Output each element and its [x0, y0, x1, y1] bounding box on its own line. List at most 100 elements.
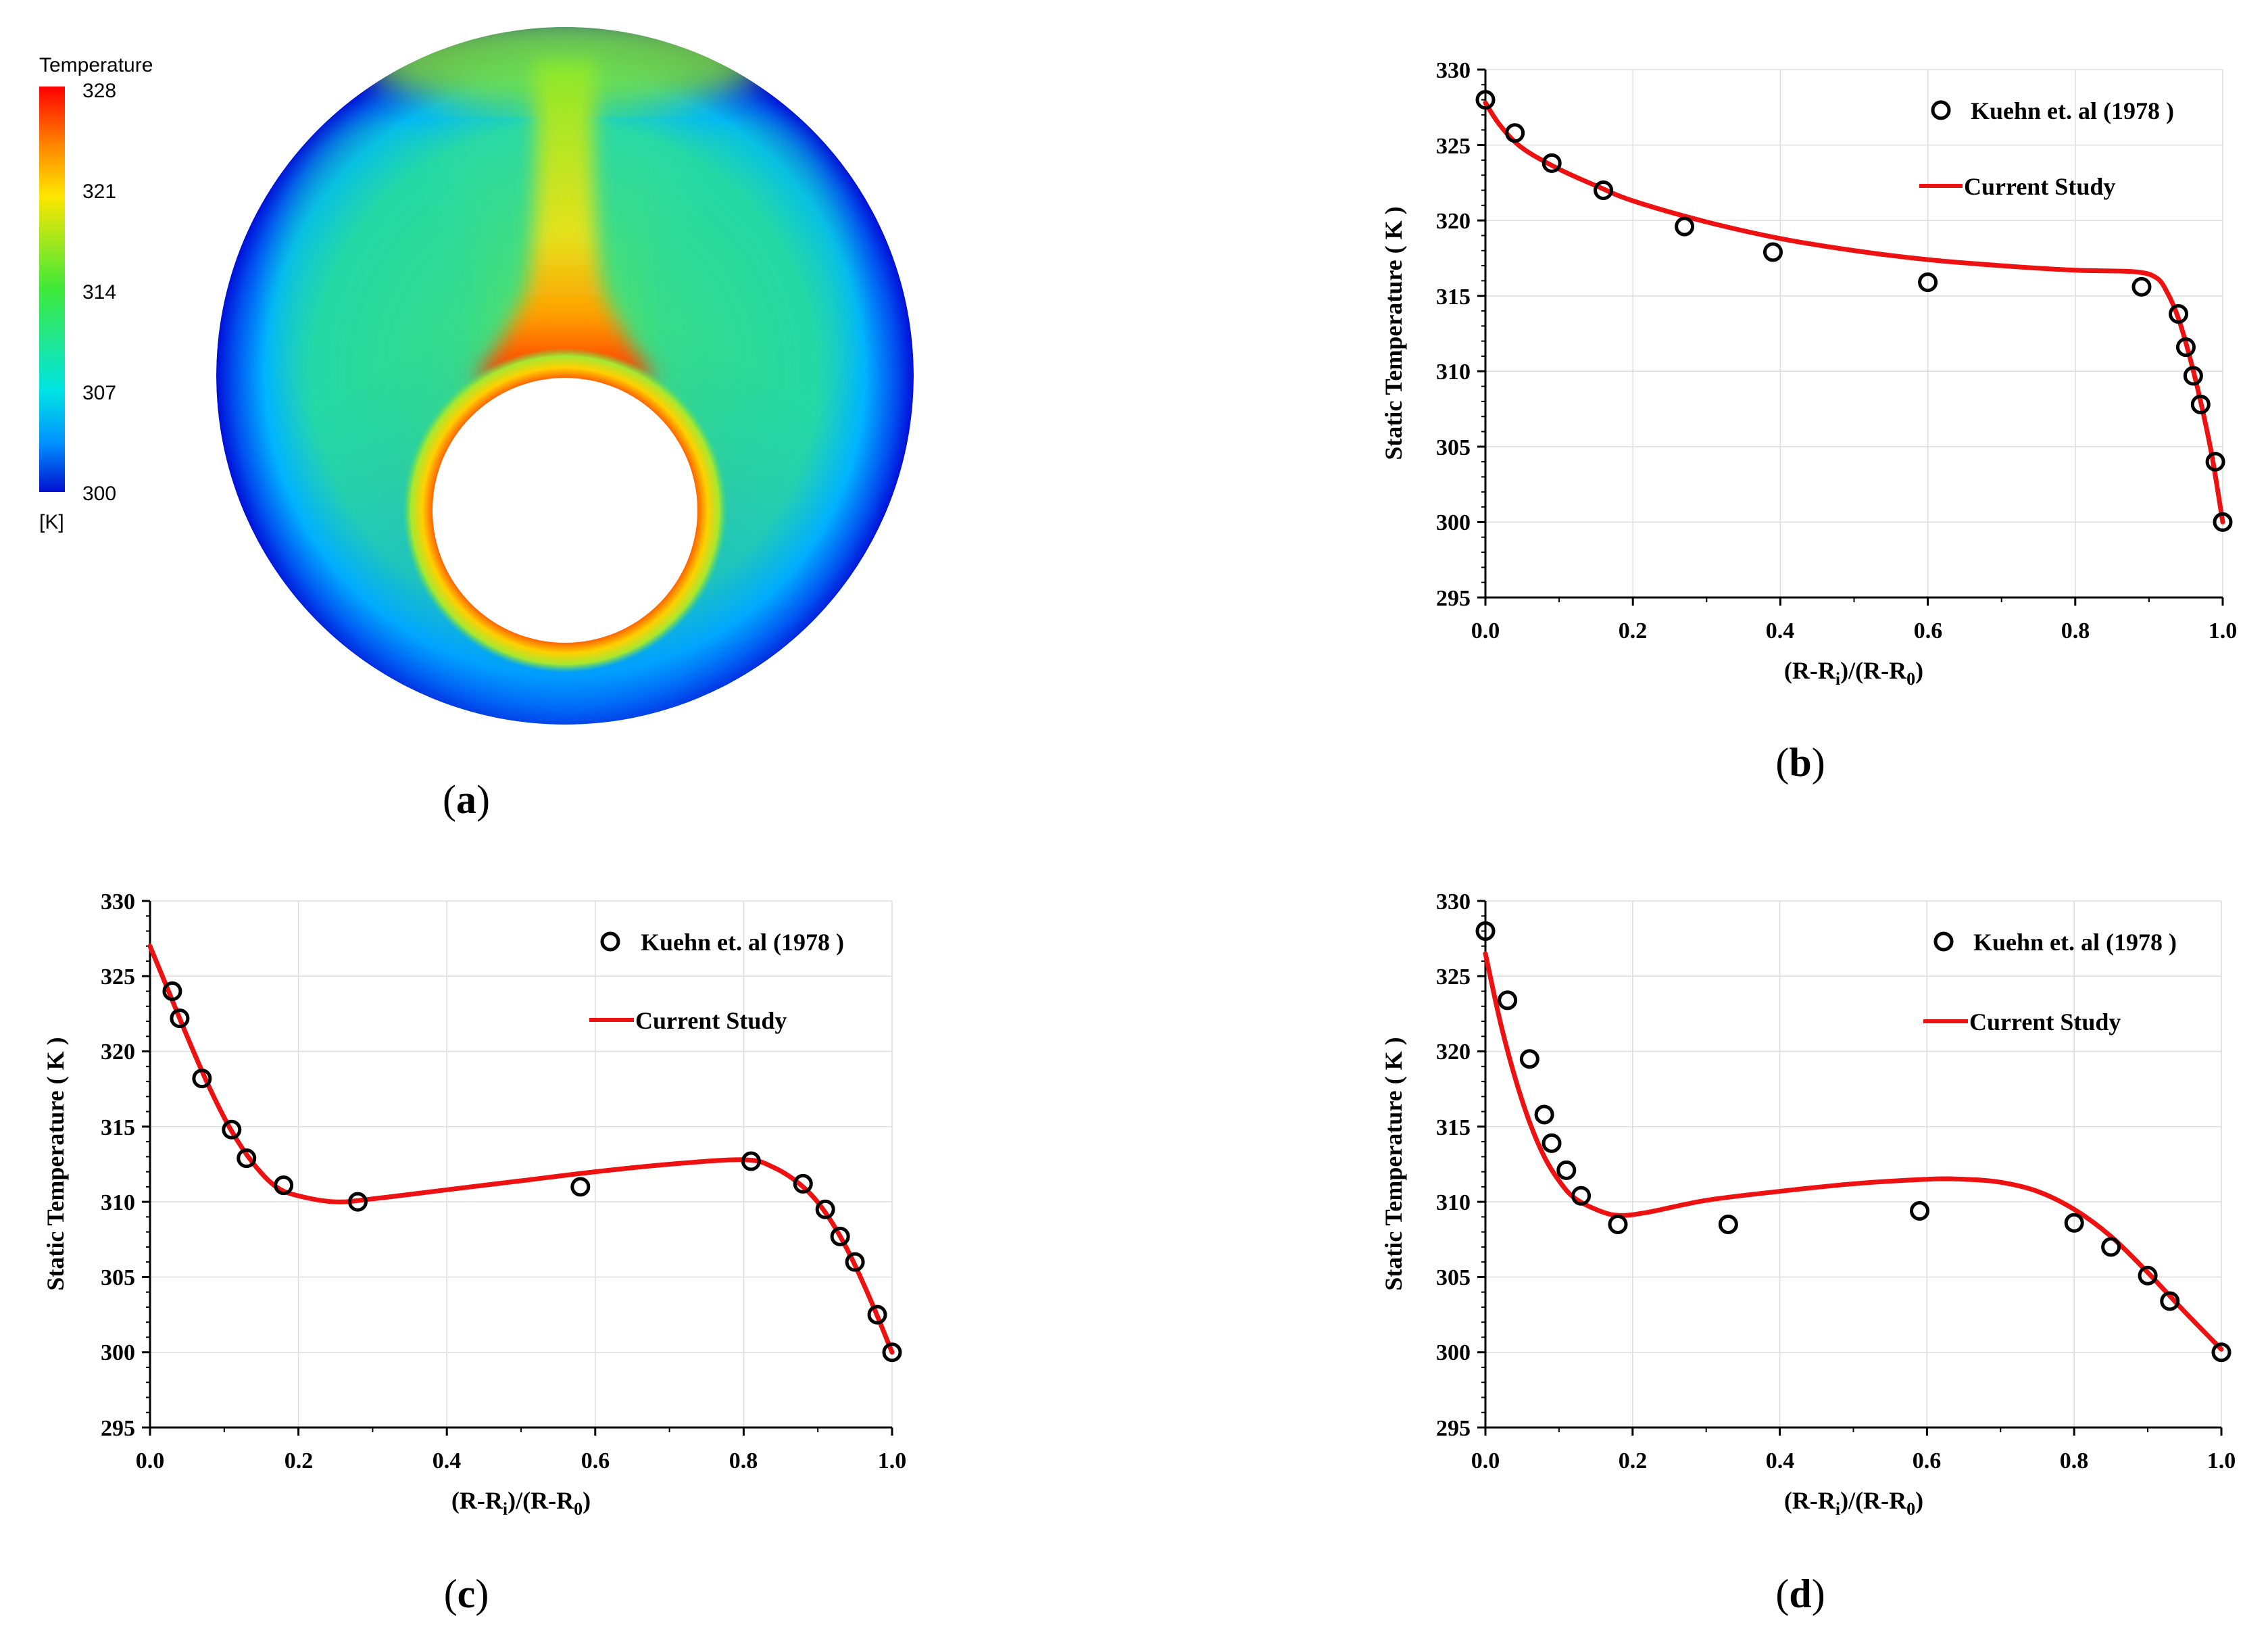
colorbar-tick-328: 328	[82, 80, 116, 102]
grid-c	[150, 900, 893, 1427]
x-tick-label: 0.0	[1471, 618, 1500, 643]
kuehn-data-point	[2169, 303, 2189, 324]
kuehn-data-point	[1718, 1215, 1738, 1235]
y-tick-label: 305	[1436, 435, 1471, 460]
kuehn-data-point	[1475, 921, 1496, 942]
kuehn-data-point	[274, 1175, 294, 1196]
colorbar-tick-307: 307	[82, 382, 116, 404]
grid-d	[1485, 900, 2222, 1427]
colorbar-tick-314: 314	[82, 281, 116, 303]
ticks-c	[142, 900, 893, 1436]
chart-panel-d: 330 325 320 315 310 305 300 295 0.0 0.2 …	[1380, 889, 2236, 1616]
y-tick-label: 305	[1436, 1265, 1471, 1290]
kuehn-data-point	[1608, 1215, 1628, 1235]
x-tick-label: 0.4	[1766, 618, 1795, 643]
panel-label-a: (a)	[443, 777, 490, 822]
kuehn-data-point	[237, 1148, 257, 1169]
kuehn-data-point	[2160, 1291, 2180, 1311]
ticks-b	[1477, 68, 2224, 606]
kuehn-data-point	[1498, 990, 1518, 1010]
current-study-line	[1483, 100, 2225, 524]
legend-experiment-label: Kuehn et. al (1978 )	[1973, 929, 2177, 956]
contour-panel: Temperature 328 321 314 307 300 [K] (a)	[39, 27, 914, 822]
kuehn-data-point	[2131, 276, 2152, 297]
colorbar	[39, 87, 65, 492]
x-tick-label: 0.4	[433, 1448, 462, 1473]
kuehn-data-point	[170, 1008, 190, 1029]
kuehn-data-point	[867, 1304, 887, 1325]
kuehn-data-point	[1519, 1049, 1539, 1069]
y-axis-label-b: Static Temperature ( K )	[1380, 206, 1407, 460]
colorbar-title: Temperature	[39, 54, 153, 76]
kuehn-data-point	[1910, 1200, 1930, 1221]
y-axis-label-c: Static Temperature ( K )	[42, 1037, 69, 1290]
y-tick-label: 300	[101, 1340, 135, 1365]
chart-panel-c: 330 325 320 315 310 305 300 295 0.0 0.2 …	[42, 889, 906, 1616]
kuehn-data-point	[2205, 452, 2225, 472]
inner-cylinder	[433, 378, 697, 643]
kuehn-data-point	[2183, 366, 2203, 386]
kuehn-data-point	[2211, 1342, 2232, 1363]
y-tick-label: 315	[1436, 1115, 1471, 1140]
kuehn-data-point	[1556, 1160, 1577, 1180]
colorbar-tick-300: 300	[82, 483, 116, 505]
legend-c: Kuehn et. al (1978 ) Current Study	[589, 929, 844, 1034]
y-tick-label: 310	[1436, 1190, 1471, 1215]
kuehn-data-point	[2101, 1237, 2121, 1257]
panel-label-c: (c)	[444, 1571, 489, 1616]
y-tick-label: 330	[101, 889, 135, 914]
x-axis-label-d: (R-Ri)/(R-R0)	[1784, 1487, 1923, 1519]
y-tick-label: 325	[101, 965, 135, 990]
kuehn-data-point	[1918, 272, 1938, 293]
kuehn-data-point	[845, 1252, 865, 1272]
y-tick-label: 315	[101, 1115, 135, 1140]
series-d	[1475, 921, 2232, 1363]
y-tick-label: 300	[1436, 1340, 1471, 1365]
panel-label-d: (d)	[1775, 1571, 1825, 1616]
kuehn-data-point	[162, 981, 182, 1002]
kuehn-data-point	[570, 1177, 591, 1197]
kuehn-data-point	[815, 1199, 835, 1219]
kuehn-data-point	[1542, 153, 1562, 173]
x-tick-label: 0.8	[2060, 1448, 2089, 1473]
kuehn-data-point	[741, 1151, 761, 1171]
y-tick-label: 305	[101, 1265, 135, 1290]
colorbar-unit: [K]	[39, 511, 64, 533]
current-study-line	[1483, 951, 2224, 1352]
legend-simulation-label: Current Study	[1964, 173, 2115, 200]
kuehn-data-point	[1475, 90, 1496, 110]
legend-simulation-label: Current Study	[635, 1007, 787, 1034]
kuehn-data-point	[1571, 1186, 1592, 1206]
series-c	[147, 944, 902, 1363]
legend-experiment-label: Kuehn et. al (1978 )	[1971, 97, 2174, 124]
x-axis-label-b: (R-Ri)/(R-R0)	[1784, 657, 1923, 689]
series-b	[1475, 90, 2233, 532]
x-tick-label: 0.6	[1913, 1448, 1942, 1473]
x-tick-label: 1.0	[2207, 1448, 2236, 1473]
legend-marker	[1933, 931, 1954, 952]
x-tick-label: 1.0	[2209, 618, 2238, 643]
kuehn-data-point	[1542, 1133, 1562, 1153]
x-tick-label: 0.8	[729, 1448, 758, 1473]
panel-label-b: (b)	[1775, 740, 1825, 785]
kuehn-data-point	[793, 1173, 813, 1194]
legend-d: Kuehn et. al (1978 ) Current Study	[1923, 929, 2177, 1035]
x-tick-label: 0.6	[581, 1448, 610, 1473]
x-tick-label: 0.0	[1471, 1448, 1500, 1473]
ticks-d	[1477, 900, 2223, 1436]
x-tick-label: 0.6	[1914, 618, 1943, 643]
kuehn-data-point	[222, 1119, 242, 1140]
kuehn-data-point	[830, 1226, 850, 1246]
kuehn-data-point	[1505, 123, 1525, 143]
y-tick-label: 315	[1436, 285, 1471, 310]
y-tick-label: 320	[1436, 1040, 1471, 1065]
y-tick-label: 330	[1436, 58, 1471, 83]
legend-marker	[600, 931, 620, 952]
y-tick-label: 310	[1436, 360, 1471, 385]
x-tick-label: 0.0	[136, 1448, 165, 1473]
legend-experiment-label: Kuehn et. al (1978 )	[641, 929, 844, 956]
kuehn-data-point	[347, 1192, 368, 1212]
y-tick-label: 325	[1436, 965, 1471, 990]
kuehn-data-point	[2190, 394, 2211, 414]
